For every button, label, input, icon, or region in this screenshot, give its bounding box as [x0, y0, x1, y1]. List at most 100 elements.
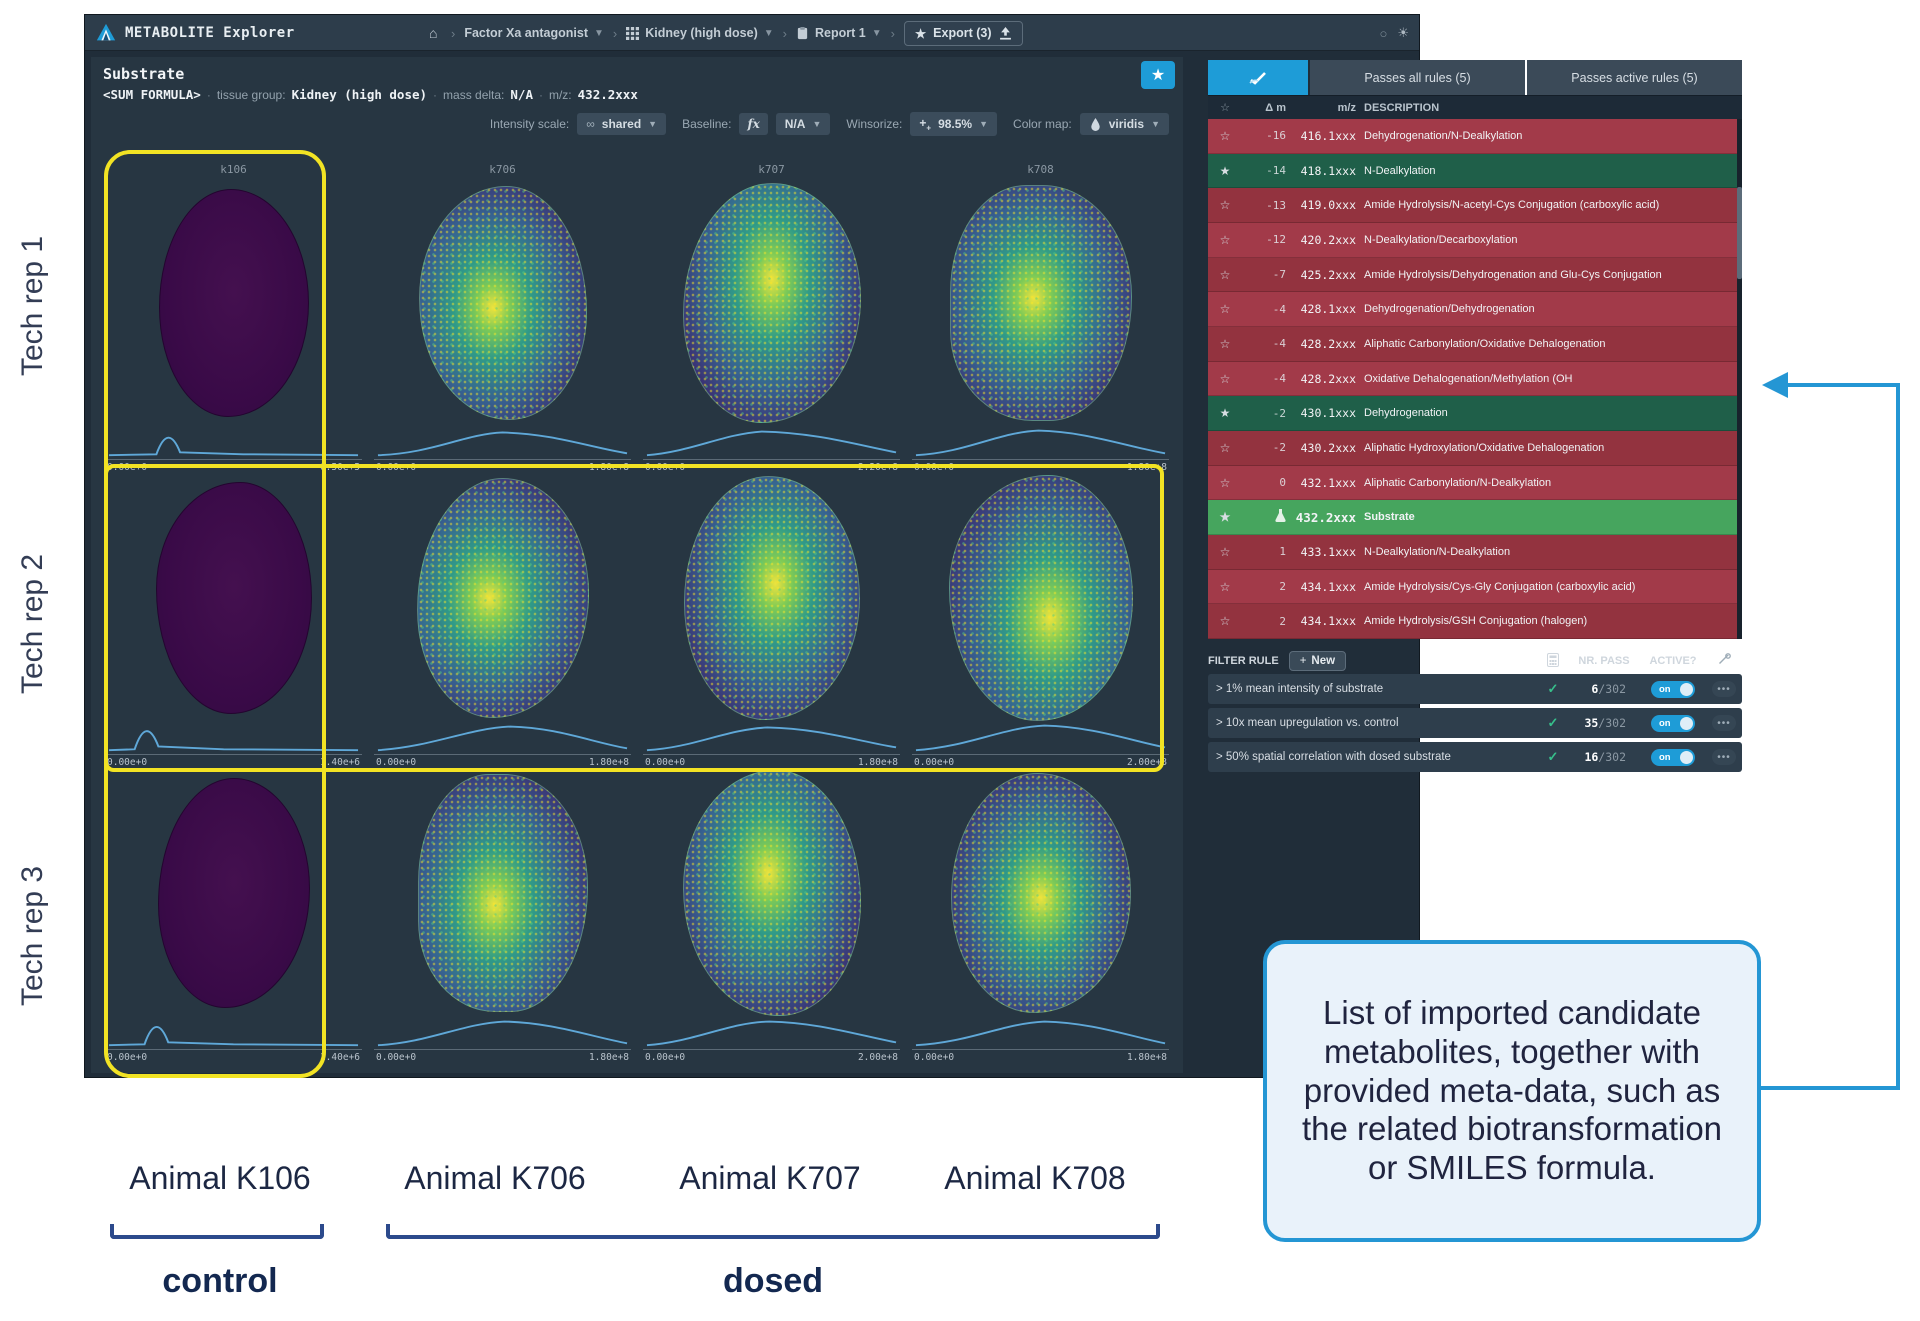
msi-cell-r3-k106[interactable]: 0.00e+0 1.40e+6	[99, 771, 368, 1066]
metabolite-row[interactable]: ☆ 2 434.1xxx Amide Hydrolysis/GSH Conjug…	[1208, 604, 1742, 640]
breadcrumb-report-label: Report 1	[814, 26, 866, 40]
mz-value: 430.2xxx	[1300, 440, 1356, 455]
intensity-profile	[646, 430, 897, 457]
msi-cell-r3-k708[interactable]: 0.00e+0 1.80e+8	[906, 771, 1175, 1066]
star-filled-icon[interactable]: ★	[1219, 406, 1231, 421]
description-value: Aliphatic Carbonylation/N-Dealkylation	[1364, 476, 1552, 489]
star-icon[interactable]: ☆	[1219, 232, 1231, 247]
breadcrumb-dataset-label: Kidney (high dose)	[645, 26, 758, 40]
tab-passes-all-rules[interactable]: Passes all rules (5)	[1310, 60, 1525, 95]
msi-cell-r2-k106[interactable]: 0.00e+0 1.40e+6	[99, 476, 368, 771]
msi-cell-r2-k708[interactable]: 0.00e+0 2.00e+8	[906, 475, 1175, 771]
scale-min: 0.00e+0	[645, 1051, 686, 1063]
msi-cell-r1-k707[interactable]: 0.00e+0 2.20e+8	[637, 181, 906, 476]
tab-passes-active-rules[interactable]: Passes active rules (5)	[1527, 60, 1742, 95]
tissue-image-control	[158, 189, 309, 417]
baseline-function-button[interactable]: fx	[739, 113, 768, 136]
active-toggle[interactable]: on	[1651, 714, 1695, 732]
metabolite-row[interactable]: ☆ -7 425.2xxx Amide Hydrolysis/Dehydroge…	[1208, 257, 1742, 293]
metabolite-row[interactable]: ★ -2 430.1xxx Dehydrogenation	[1208, 396, 1742, 432]
wrench-icon[interactable]	[1706, 653, 1742, 669]
tissue-image-dosed	[682, 183, 861, 423]
star-filled-icon[interactable]: ★	[1219, 510, 1231, 525]
intensity-scale-select[interactable]: ∞ shared ▼	[577, 113, 667, 136]
msi-cell-r3-k706[interactable]: 0.00e+0 1.80e+8	[368, 771, 637, 1066]
scrollbar-thumb[interactable]	[1737, 187, 1742, 279]
metabolite-row[interactable]: ☆ -4 428.2xxx Oxidative Dehalogenation/M…	[1208, 361, 1742, 397]
colormap-select[interactable]: viridis ▼	[1079, 113, 1169, 136]
star-filled-icon[interactable]: ★	[1219, 163, 1231, 178]
baseline-select[interactable]: N/A ▼	[775, 113, 831, 136]
scale-min: 0.00e+0	[376, 461, 417, 473]
metabolite-row-substrate[interactable]: ★ 432.2xxx Substrate	[1208, 500, 1742, 536]
status-circle-icon[interactable]: ○	[1379, 25, 1388, 41]
metabolite-row[interactable]: ★ -14 418.1xxx N-Dealkylation	[1208, 153, 1742, 189]
delta-m-value: -14	[1266, 164, 1286, 177]
breadcrumb-dataset[interactable]: Kidney (high dose) ▼	[626, 26, 774, 40]
msi-cell-r2-k706[interactable]: 0.00e+0 1.80e+8	[368, 476, 637, 771]
star-icon[interactable]: ☆	[1219, 614, 1231, 629]
control-group-label: control	[162, 1262, 278, 1300]
export-button[interactable]: ★ Export (3)	[903, 20, 1023, 46]
star-icon[interactable]: ☆	[1219, 440, 1231, 455]
star-icon[interactable]: ☆	[1219, 302, 1231, 317]
more-options-button[interactable]: •••	[1712, 715, 1736, 731]
msi-cell-r1-k106[interactable]: 0.00e+0 6.50e+5	[99, 181, 368, 476]
chevron-down-icon: ▼	[979, 119, 989, 130]
msi-cell-r2-k707[interactable]: 0.00e+0 1.80e+8	[637, 476, 906, 771]
filter-rule-row[interactable]: > 10x mean upregulation vs. control ✓ 35…	[1208, 708, 1742, 738]
msi-image-grid: 0.00e+0 6.50e+5 0.00e+0 1.80e+8 0.00e+0 2.2…	[99, 181, 1175, 1066]
star-icon[interactable]: ☆	[1219, 128, 1231, 143]
toggle-knob	[1680, 716, 1693, 730]
tab-starred[interactable]	[1208, 60, 1308, 95]
dosed-group-label: dosed	[722, 1262, 824, 1300]
intensity-profile	[108, 1026, 359, 1047]
theme-sun-icon[interactable]: ☀	[1397, 25, 1409, 40]
breadcrumb-report[interactable]: Report 1 ▼	[796, 26, 882, 40]
active-toggle[interactable]: on	[1651, 748, 1695, 766]
winsorize-select[interactable]: ++ 98.5% ▼	[910, 112, 998, 137]
metabolite-row[interactable]: ☆ 0 432.1xxx Aliphatic Carbonylation/N-D…	[1208, 465, 1742, 501]
delta-m-value: 1	[1279, 545, 1286, 559]
pass-count: 16	[1584, 750, 1599, 764]
chevron-down-icon: ▼	[1151, 119, 1160, 130]
star-icon[interactable]: ☆	[1219, 198, 1231, 213]
star-icon[interactable]: ☆	[1219, 579, 1231, 594]
metabolite-row[interactable]: ☆ -4 428.1xxx Dehydrogenation/Dehydrogen…	[1208, 292, 1742, 328]
mz-value: 420.2xxx	[1300, 232, 1356, 247]
mz-value: 432.2xxx	[1295, 509, 1356, 525]
delta-m-value: -4	[1272, 302, 1286, 316]
active-toggle[interactable]: on	[1651, 680, 1695, 698]
metabolite-row[interactable]: ☆ -16 416.1xxx Dehydrogenation/N-Dealkyl…	[1208, 119, 1742, 154]
star-icon[interactable]: ☆	[1219, 544, 1231, 559]
metabolite-row[interactable]: ☆ -4 428.2xxx Aliphatic Carbonylation/Ox…	[1208, 327, 1742, 362]
dot-separator: ·	[538, 88, 543, 102]
mz-value: 428.1xxx	[1300, 302, 1356, 317]
favorite-star-button[interactable]: ★	[1141, 61, 1175, 89]
metabolite-row[interactable]: ☆ 1 433.1xxx N-Dealkylation/N-Dealkylati…	[1208, 535, 1742, 570]
table-scrollbar[interactable]	[1737, 119, 1742, 639]
metabolite-row[interactable]: ☆ -12 420.2xxx N-Dealkylation/Decarboxyl…	[1208, 223, 1742, 258]
home-icon[interactable]: ⌂	[429, 24, 438, 41]
star-icon[interactable]: ☆	[1219, 336, 1231, 351]
breadcrumb-project[interactable]: Factor Xa antagonist ▼	[464, 26, 604, 40]
star-icon[interactable]: ☆	[1219, 371, 1231, 386]
intensity-profile	[915, 429, 1166, 457]
metabolite-row[interactable]: ☆ -2 430.2xxx Aliphatic Hydroxylation/Ox…	[1208, 431, 1742, 466]
mz-value: 419.0xxx	[1300, 198, 1356, 213]
filter-rule-text: > 1% mean intensity of substrate	[1216, 683, 1384, 695]
star-icon[interactable]: ☆	[1219, 475, 1231, 490]
msi-cell-r1-k706[interactable]: 0.00e+0 1.80e+8	[368, 181, 637, 476]
metabolite-row[interactable]: ☆ -13 419.0xxx Amide Hydrolysis/N-acetyl…	[1208, 188, 1742, 224]
description-header: DESCRIPTION	[1364, 101, 1440, 114]
metabolite-row[interactable]: ☆ 2 434.1xxx Amide Hydrolysis/Cys-Gly Co…	[1208, 569, 1742, 605]
new-filter-button[interactable]: + New	[1288, 651, 1347, 671]
more-options-button[interactable]: •••	[1712, 749, 1736, 765]
msi-cell-r1-k708[interactable]: 0.00e+0 1.80e+8	[906, 181, 1175, 476]
msi-cell-r3-k707[interactable]: 0.00e+0 2.00e+8	[637, 770, 906, 1066]
column-header-k708: k708	[1027, 163, 1054, 176]
more-options-button[interactable]: •••	[1712, 681, 1736, 697]
filter-rule-row[interactable]: > 1% mean intensity of substrate ✓ 6/302…	[1208, 674, 1742, 704]
star-icon[interactable]: ☆	[1219, 267, 1231, 282]
filter-rule-row[interactable]: > 50% spatial correlation with dosed sub…	[1208, 742, 1742, 772]
